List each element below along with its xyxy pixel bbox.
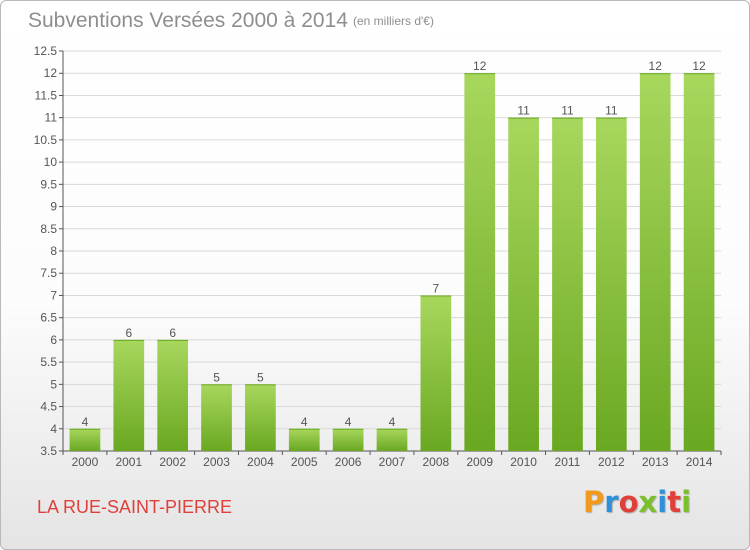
value-label-2011: 11 — [561, 104, 574, 118]
y-tick-label: 10 — [44, 155, 58, 169]
chart-title: Subventions Versées 2000 à 2014 — [28, 9, 348, 32]
y-tick-label: 12.5 — [34, 44, 58, 58]
y-tick-label: 10.5 — [34, 133, 58, 147]
bar-2010 — [508, 117, 539, 452]
x-tick-label-2014: 2014 — [686, 455, 713, 469]
y-tick-label: 4.5 — [40, 400, 57, 414]
bar-2000 — [69, 428, 101, 451]
value-label-2003: 5 — [213, 370, 220, 384]
y-tick-label: 7 — [50, 288, 57, 302]
bar-2006 — [332, 428, 364, 451]
bar-2008 — [420, 295, 452, 451]
y-tick-label: 8.5 — [40, 222, 57, 236]
x-tick-label-2002: 2002 — [159, 455, 186, 469]
value-label-2012: 11 — [605, 104, 618, 118]
value-label-2009: 12 — [473, 59, 487, 73]
x-tick-label-2010: 2010 — [510, 455, 537, 469]
chart-subtitle: (en milliers d'€) — [353, 14, 434, 28]
x-tick-label-2007: 2007 — [379, 455, 406, 469]
bar-2001 — [113, 339, 145, 451]
value-label-2005: 4 — [301, 415, 308, 429]
axes: 3.5 4 4.5 5 5.5 6 6.5 7 7.5 8 8.5 9 9.5 10 10.5 11 11.5 1… — [34, 44, 722, 469]
value-label-2004: 5 — [257, 370, 264, 384]
bar-2003 — [201, 384, 232, 451]
y-tick-label: 12 — [44, 66, 58, 80]
value-label-2000: 4 — [82, 415, 89, 429]
bar-2009 — [464, 73, 496, 451]
commune-name: LA RUE-SAINT-PIERRE — [37, 497, 233, 517]
y-tick-label: 8 — [50, 244, 57, 258]
x-tick-label-2012: 2012 — [598, 455, 625, 469]
value-labels: 4 6 6 5 5 4 4 4 7 12 11 11 11 12 12 — [82, 59, 706, 429]
value-label-2010: 11 — [517, 104, 530, 118]
value-label-2008: 7 — [433, 281, 440, 295]
y-tick-label: 9.5 — [40, 177, 57, 191]
value-label-2014: 12 — [692, 59, 706, 73]
y-tick-label: 7.5 — [40, 266, 57, 280]
x-tick-label-2008: 2008 — [423, 455, 450, 469]
y-tick-label: 4 — [50, 422, 57, 436]
value-label-2006: 4 — [345, 415, 352, 429]
x-tick-label-2005: 2005 — [291, 455, 318, 469]
y-tick-label: 11.5 — [35, 88, 58, 102]
bar-2002 — [157, 339, 189, 451]
y-tick-label: 6 — [50, 333, 57, 347]
y-tick-label: 9 — [50, 200, 57, 214]
x-tick-label-2003: 2003 — [203, 455, 230, 469]
value-label-2007: 4 — [389, 415, 396, 429]
bar-2005 — [288, 428, 320, 451]
bar-2012 — [595, 117, 627, 452]
bar-2011 — [552, 117, 583, 452]
y-tick-label: 3.5 — [40, 444, 57, 458]
bar-2013 — [639, 73, 671, 451]
x-tick-label-2006: 2006 — [335, 455, 362, 469]
x-tick-label-2004: 2004 — [247, 455, 274, 469]
x-tick-label-2013: 2013 — [642, 455, 669, 469]
y-tick-label: 11 — [45, 111, 58, 125]
y-tick-label: 6.5 — [40, 311, 57, 325]
x-tick-label-2009: 2009 — [466, 455, 493, 469]
x-tick-label-2011: 2011 — [555, 455, 581, 469]
x-tick-label-2001: 2001 — [115, 455, 142, 469]
y-tick-label: 5 — [50, 377, 57, 391]
value-label-2002: 6 — [169, 326, 176, 340]
value-label-2013: 12 — [649, 59, 663, 73]
value-label-2001: 6 — [125, 326, 132, 340]
proxiti-logo[interactable]: Proxiti — [583, 485, 692, 519]
bar-2004 — [245, 384, 276, 451]
bar-2014 — [683, 73, 715, 451]
bars — [69, 73, 715, 452]
bar-2007 — [376, 428, 408, 451]
x-tick-label-2000: 2000 — [72, 455, 99, 469]
y-tick-label: 5.5 — [40, 355, 57, 369]
